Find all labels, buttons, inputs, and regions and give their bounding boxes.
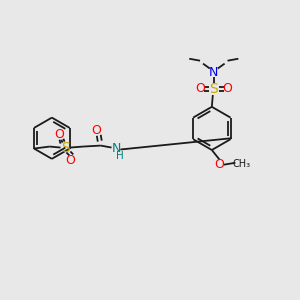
Text: S: S bbox=[209, 82, 218, 96]
Text: O: O bbox=[223, 82, 232, 95]
Text: O: O bbox=[55, 128, 64, 141]
Text: O: O bbox=[91, 124, 101, 137]
Text: CH₃: CH₃ bbox=[232, 159, 250, 169]
Text: N: N bbox=[112, 142, 121, 155]
Text: O: O bbox=[215, 158, 225, 171]
Text: O: O bbox=[195, 82, 205, 95]
Text: N: N bbox=[209, 66, 218, 79]
Text: O: O bbox=[65, 154, 75, 167]
Text: S: S bbox=[61, 140, 70, 154]
Text: H: H bbox=[116, 152, 123, 161]
